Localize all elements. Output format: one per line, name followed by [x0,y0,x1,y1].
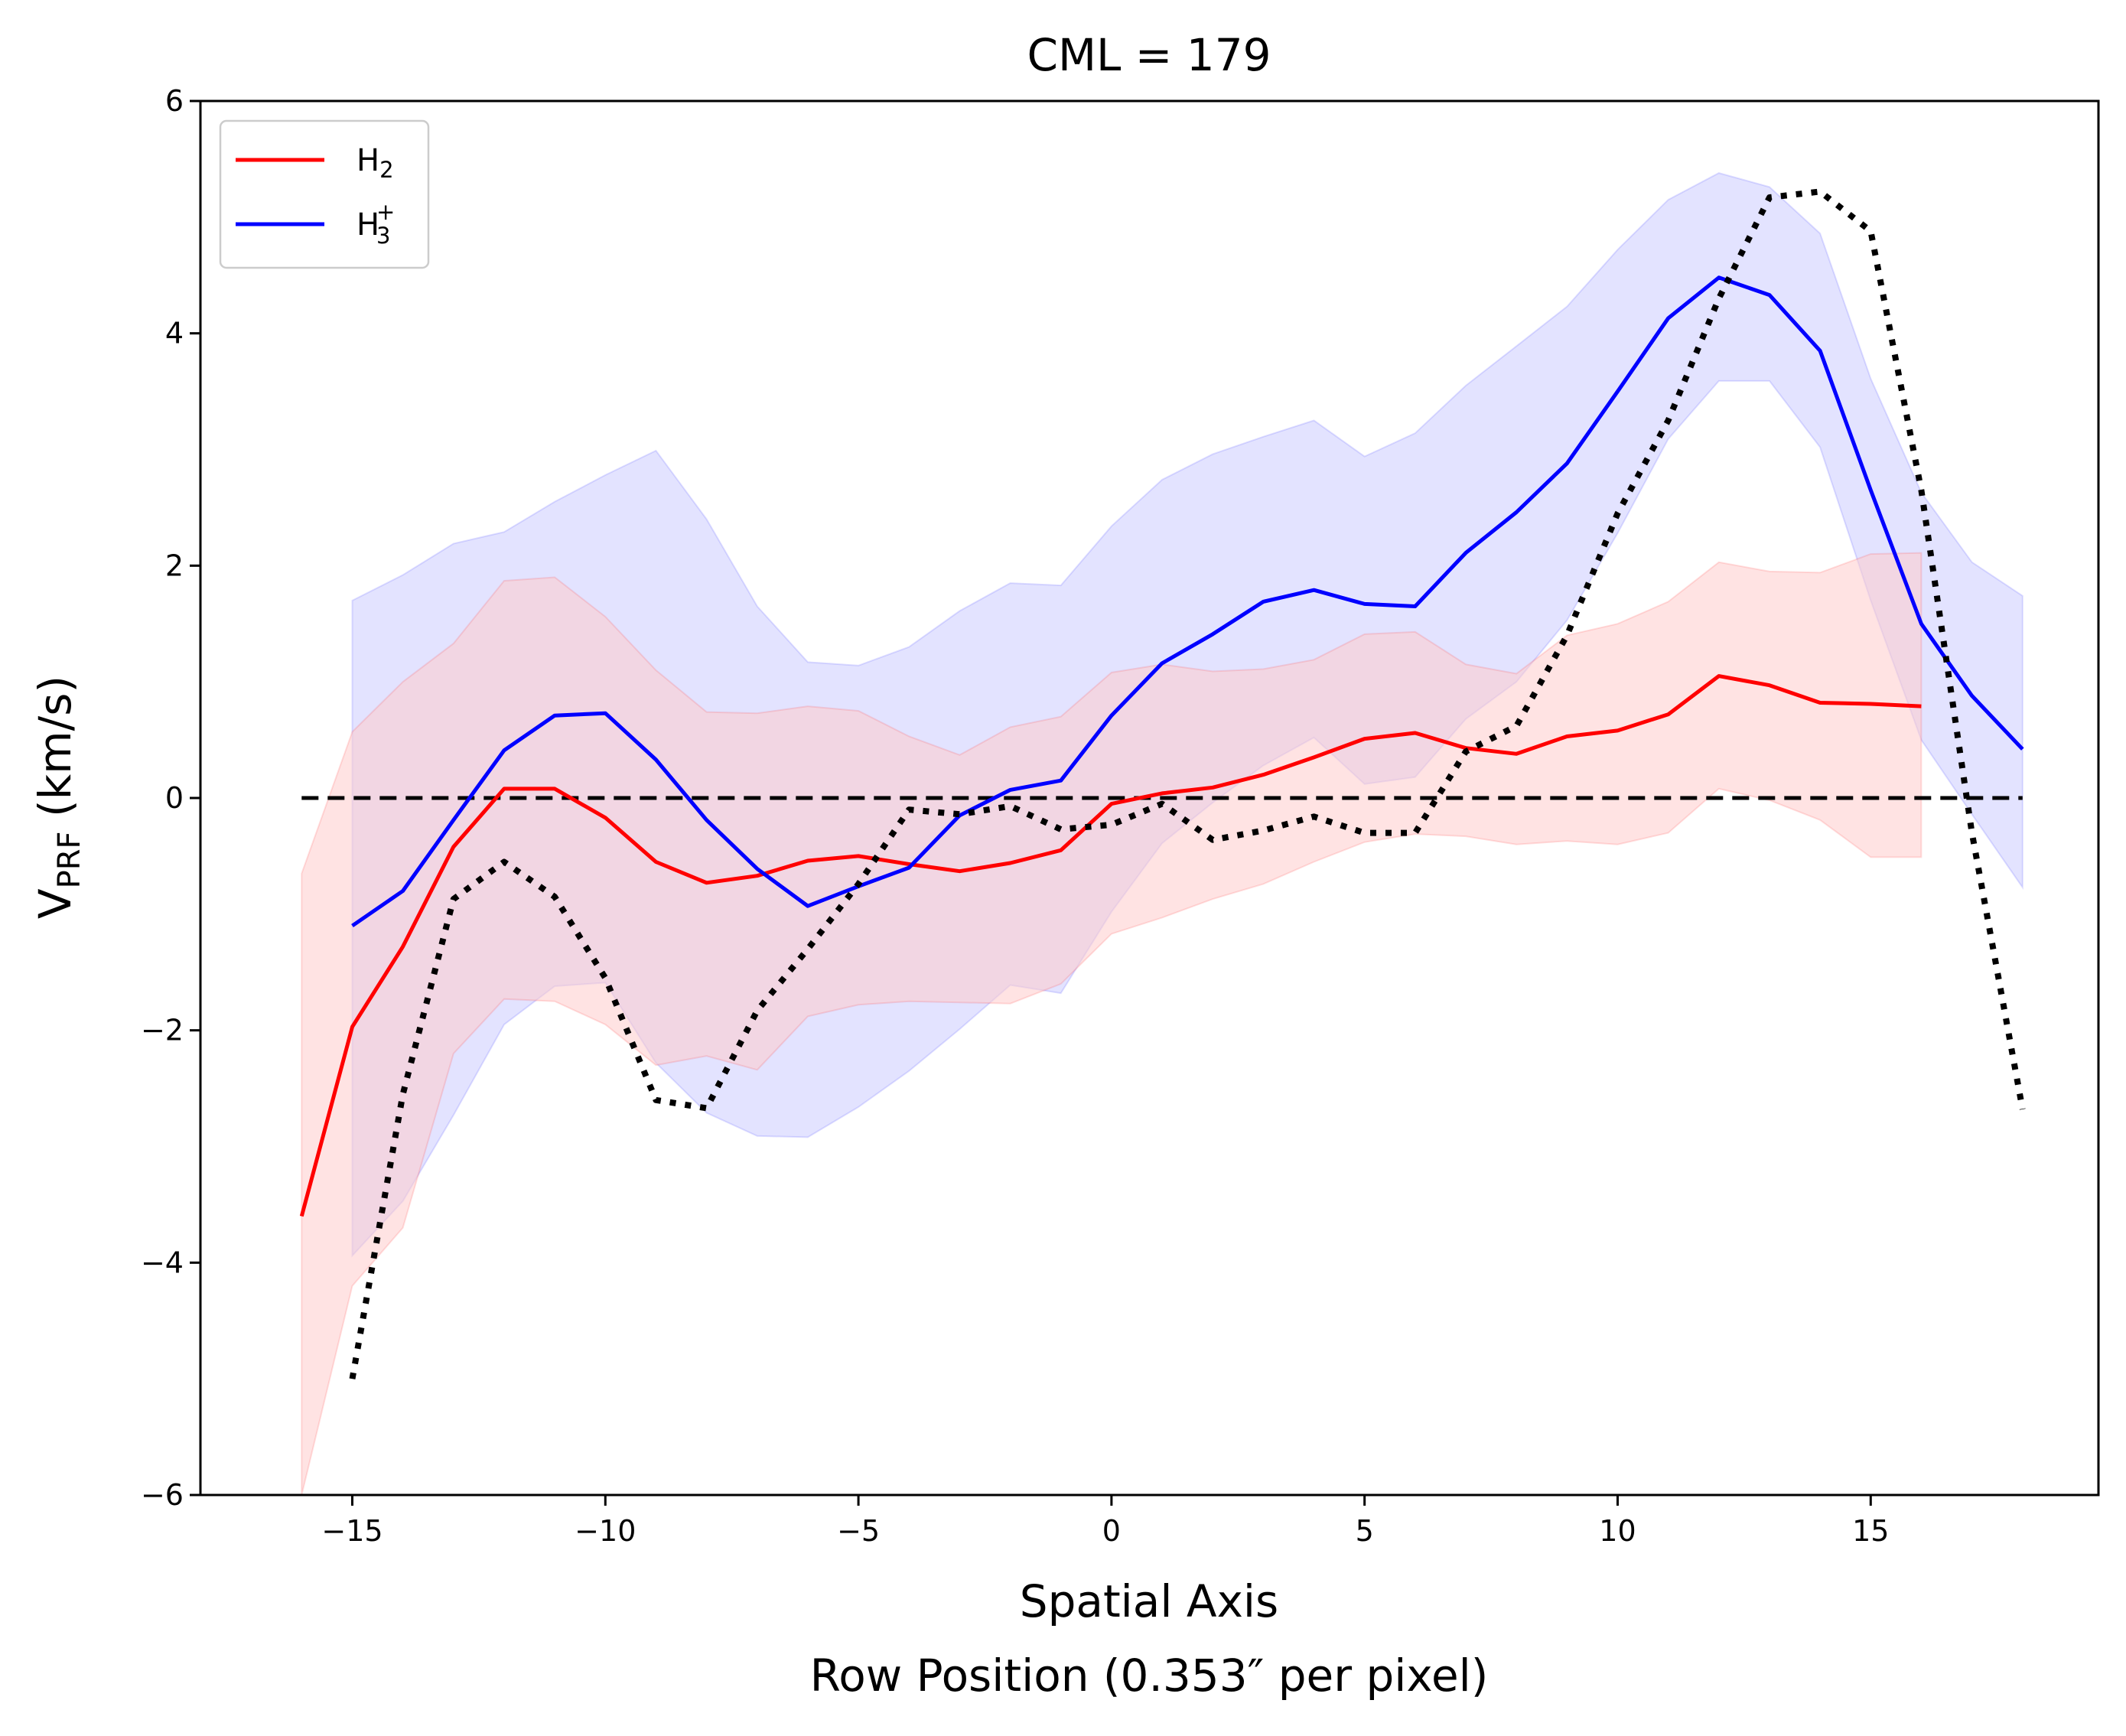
x-tick-label: 10 [1599,1514,1636,1548]
legend-label-h3-subscript: 3 [376,223,390,249]
x-axis-label: Spatial Axis [1020,1575,1278,1627]
y-axis-label: VPRF (km/s) [29,676,87,919]
legend-box [219,119,430,269]
h3-line [351,275,2024,928]
legend-label-h2-base: H [357,143,379,178]
x-axis-label-secondary: Row Position (0.353″ per pixel) [810,1650,1489,1702]
legend: H2 H+ 3 [219,119,430,269]
y-tick-label: −2 [141,1014,184,1047]
legend-label-h3-base: H [357,207,379,243]
legend-label-h2: H2 [357,143,394,183]
y-axis-label-units: (km/s) [29,676,81,832]
plot-area [299,172,2026,1496]
x-tick-label: 5 [1356,1514,1374,1548]
dotted-curve [349,188,2026,1379]
y-tick-label: −6 [141,1478,184,1512]
y-tick-label: 0 [165,781,184,815]
legend-label-h3-superscript: + [376,199,395,225]
x-tick-label: 15 [1852,1514,1889,1548]
chart-title: CML = 179 [1027,29,1271,81]
x-tick-label: −15 [321,1514,383,1548]
y-tick-label: 4 [165,317,184,350]
axis-ticks: −15 −10 −5 0 5 10 15 −6 −4 −2 0 2 4 6 [141,84,1889,1548]
h2-uncertainty-band [301,552,1923,1496]
y-tick-label: 6 [165,84,184,118]
x-tick-label: 0 [1102,1514,1121,1548]
x-tick-label: −10 [575,1514,636,1548]
y-axis-label-subscript: PRF [52,831,87,888]
y-axis-label-main: V [29,888,81,919]
legend-label-h2-subscript: 2 [379,157,393,183]
h2-line [299,674,1922,1217]
legend-label-h3: H+ 3 [357,199,395,249]
y-tick-label: −4 [141,1246,184,1279]
x-tick-label: −5 [837,1514,880,1548]
y-tick-label: 2 [165,549,184,582]
